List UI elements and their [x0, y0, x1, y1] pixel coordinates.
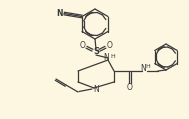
- Text: O: O: [107, 42, 112, 50]
- Text: N: N: [103, 52, 109, 62]
- Text: H: H: [111, 55, 115, 60]
- Text: N: N: [140, 64, 146, 73]
- Text: H: H: [146, 64, 150, 69]
- Text: S: S: [93, 47, 99, 57]
- Text: O: O: [127, 84, 133, 92]
- Text: N: N: [56, 8, 62, 17]
- Text: N: N: [93, 85, 99, 94]
- Text: O: O: [80, 42, 85, 50]
